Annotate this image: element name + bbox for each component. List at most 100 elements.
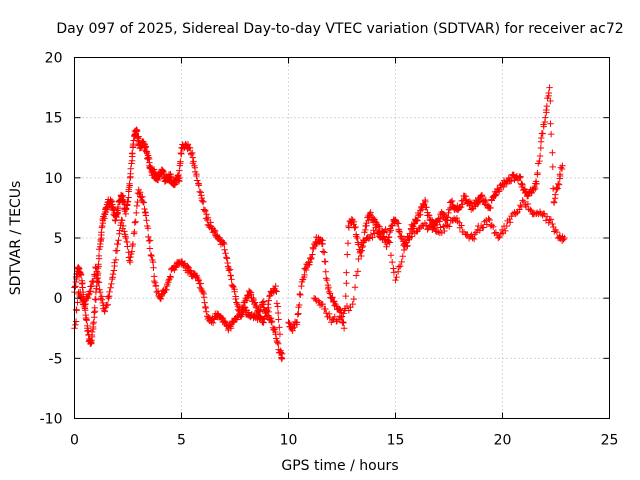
point-track-A [274, 339, 281, 346]
point-track-C [519, 181, 526, 189]
point-track-B [121, 228, 128, 235]
point-track-C [323, 276, 331, 284]
point-track-D [520, 198, 528, 206]
point-track-C [549, 149, 556, 156]
point-track-A [91, 309, 98, 316]
point-track-A [232, 295, 239, 303]
point-track-D [437, 224, 444, 231]
point-track-D [392, 276, 399, 284]
point-track-B [219, 314, 227, 322]
point-track-D [498, 226, 506, 234]
y-tick-label: 5 [54, 231, 63, 247]
point-track-A [160, 169, 168, 177]
point-track-D [395, 263, 403, 271]
point-track-C [555, 181, 563, 189]
x-tick-label: 0 [70, 433, 79, 449]
point-track-D [553, 228, 561, 236]
point-track-B [87, 287, 94, 295]
point-track-D [549, 220, 556, 228]
point-track-A [200, 198, 207, 205]
point-track-B [133, 202, 141, 210]
point-track-D [393, 273, 400, 281]
point-track-B [88, 282, 95, 290]
point-track-C [329, 294, 336, 301]
point-track-B [126, 257, 133, 264]
point-track-C [343, 269, 350, 276]
point-track-D [390, 265, 397, 272]
point-track-C [447, 198, 455, 206]
point-track-B [276, 324, 283, 331]
point-track-C [350, 218, 358, 226]
point-track-D [495, 234, 502, 242]
point-track-D [376, 223, 383, 230]
point-track-B [125, 254, 133, 261]
point-track-C [309, 251, 316, 258]
point-track-A [247, 289, 255, 296]
point-track-B [107, 284, 114, 291]
point-track-B [137, 194, 145, 201]
point-track-A [114, 205, 122, 212]
point-track-B [92, 264, 100, 272]
point-track-D [486, 216, 493, 224]
point-track-D [453, 214, 461, 222]
point-track-B [141, 205, 148, 213]
point-track-C [423, 204, 430, 211]
point-track-D [335, 316, 343, 323]
point-track-B [131, 228, 138, 236]
point-track-C [383, 240, 391, 248]
point-track-A [221, 246, 228, 253]
point-track-B [90, 277, 97, 285]
point-track-C [546, 84, 553, 91]
point-track-A [196, 188, 203, 195]
point-track-C [301, 265, 308, 272]
grid [74, 57, 610, 419]
point-track-D [367, 231, 375, 238]
point-track-C [352, 223, 359, 231]
point-track-D [444, 221, 451, 229]
point-track-D [340, 310, 347, 317]
point-track-D [387, 252, 395, 259]
point-track-B [203, 308, 210, 315]
point-track-C [395, 220, 402, 227]
point-track-A [243, 296, 250, 304]
point-track-C [302, 266, 310, 274]
point-track-B [205, 313, 212, 321]
point-track-C [340, 325, 348, 332]
point-track-D [371, 230, 378, 237]
point-track-A [82, 307, 89, 314]
point-track-B [110, 267, 118, 274]
point-track-B [128, 248, 136, 255]
point-track-B [134, 198, 141, 206]
point-track-A [127, 165, 134, 172]
point-track-D [527, 206, 534, 214]
point-track-B [167, 273, 174, 281]
point-track-A [75, 263, 82, 271]
point-track-C [445, 209, 452, 217]
point-track-D [441, 227, 448, 235]
point-track-B [163, 286, 170, 293]
point-track-D [404, 242, 411, 249]
point-track-D [543, 213, 551, 220]
x-tick-label: 10 [280, 433, 298, 449]
point-track-C [540, 123, 547, 130]
point-track-D [420, 222, 427, 230]
point-track-C [482, 196, 489, 204]
point-track-A [95, 261, 102, 268]
point-track-B [139, 198, 147, 206]
point-track-D [435, 228, 442, 236]
point-track-A [124, 198, 132, 206]
point-track-C [381, 235, 388, 243]
point-track-D [561, 234, 568, 242]
point-track-C [443, 213, 450, 220]
point-track-D [369, 234, 376, 241]
point-track-B [108, 280, 115, 288]
point-track-B [86, 288, 93, 295]
point-track-C [321, 249, 328, 256]
point-track-D [349, 300, 356, 308]
point-track-A [229, 282, 237, 290]
point-track-A [90, 319, 97, 326]
point-track-C [508, 177, 515, 184]
point-track-C [308, 254, 315, 262]
point-track-C [297, 291, 304, 299]
point-track-B [209, 319, 217, 327]
